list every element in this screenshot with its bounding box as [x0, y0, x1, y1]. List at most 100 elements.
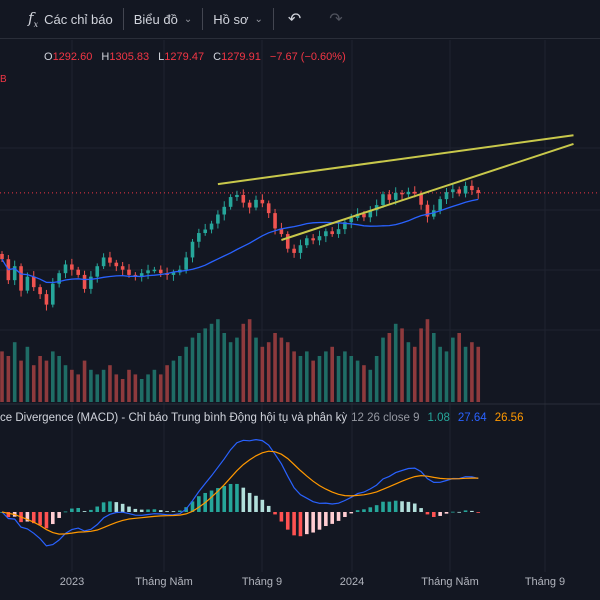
candle-body	[292, 248, 296, 253]
chevron-down-icon: ⌄	[183, 13, 193, 25]
volume-bar	[165, 365, 169, 402]
volume-bar	[95, 374, 100, 402]
toolbar-divider	[202, 8, 204, 30]
volume-bar	[82, 360, 87, 402]
macd-signal-line	[1, 450, 479, 535]
macd-line-value: 27.64	[457, 412, 487, 424]
chart-menu-button[interactable]: Biểu đồ ⌄	[124, 0, 202, 38]
macd-histogram-bar	[190, 501, 195, 512]
macd-histogram-bar	[70, 508, 74, 512]
volume-bar	[12, 342, 17, 402]
macd-histogram-bar	[241, 487, 246, 512]
function-icon: fx	[28, 9, 39, 29]
candle-body	[349, 218, 354, 223]
macd-histogram-bar	[381, 501, 385, 512]
macd-histogram-bar	[139, 509, 144, 512]
volume-bar	[317, 356, 322, 402]
candle-body	[387, 194, 392, 200]
volume-bar	[336, 356, 341, 402]
candle-body	[451, 189, 455, 193]
candle-body	[247, 202, 252, 208]
macd-histogram-bar	[146, 509, 150, 512]
macd-histogram-bar	[222, 486, 227, 512]
candle-body	[241, 194, 246, 203]
candle-body	[368, 210, 373, 218]
candle-body	[101, 257, 106, 267]
macd-histogram-bar	[470, 510, 474, 512]
candle-body	[184, 257, 188, 270]
macd-signal-value: 26.56	[494, 412, 524, 424]
volume-bar	[285, 342, 290, 402]
undo-icon[interactable]: ↶	[287, 11, 302, 28]
x-axis-label: Tháng Năm	[421, 576, 479, 588]
volume-bar	[324, 351, 328, 402]
volume-bar	[330, 346, 334, 402]
macd-histogram-bar	[127, 506, 131, 512]
volume-bar	[273, 333, 277, 402]
close-value: 1279.91	[221, 51, 261, 63]
candle-body	[381, 194, 385, 206]
macd-histogram-bar	[6, 512, 11, 518]
macd-histogram-bar	[412, 503, 417, 512]
macd-histogram-bar	[457, 511, 461, 513]
ohlc-legend: O1292.60 H1305.83 L1279.47 C1279.91 −7.6…	[44, 51, 346, 63]
macd-histogram-bar	[89, 509, 93, 512]
x-axis-label: Tháng 9	[524, 576, 566, 588]
volume-bar	[19, 360, 23, 402]
macd-histogram-bar	[133, 508, 138, 512]
macd-histogram-bar	[25, 512, 30, 522]
macd-histogram-bar	[362, 509, 366, 512]
macd-histogram-bar	[44, 512, 49, 529]
volume-bar	[0, 351, 4, 402]
volume-bar	[241, 323, 246, 402]
candle-body	[311, 238, 315, 241]
volume-bar	[38, 356, 42, 402]
macd-histogram-bar	[374, 505, 379, 512]
volume-bar	[343, 351, 347, 402]
macd-histogram-bar	[171, 511, 176, 513]
candle-body	[400, 192, 404, 195]
macd-legend[interactable]: ce Divergence (MACD) - Chỉ báo Trung bìn…	[0, 412, 523, 424]
change-value: −7.67 (−0.60%)	[269, 51, 346, 63]
volume-bar	[108, 365, 112, 402]
macd-histogram-bar	[63, 511, 68, 513]
indicators-button[interactable]: fx Các chỉ báo	[0, 0, 123, 38]
macd-histogram-bar	[158, 510, 163, 512]
candle-body	[260, 199, 265, 204]
macd-histogram-bar	[247, 492, 252, 512]
macd-histogram-bar	[393, 500, 398, 512]
toolbar-divider	[272, 8, 274, 30]
macd-histogram-bar	[51, 512, 55, 525]
candle-body	[51, 283, 55, 305]
volume-bar	[228, 342, 233, 402]
volume-bar	[247, 319, 252, 402]
macd-histogram-bar	[330, 512, 334, 524]
volume-bar	[311, 360, 315, 402]
candle-body	[324, 231, 328, 237]
candle-body	[438, 199, 442, 211]
volume-bar	[432, 333, 436, 402]
volume-bar	[292, 351, 296, 402]
volume-bar	[387, 333, 392, 402]
volume-bar	[178, 356, 182, 402]
macd-histogram-bar	[178, 510, 182, 512]
macd-histogram-bar	[292, 512, 296, 536]
volume-bar	[457, 333, 461, 402]
candle-body	[63, 264, 68, 274]
macd-histogram-bar	[95, 506, 100, 512]
macd-histogram-bar	[349, 512, 354, 514]
candle-body	[412, 191, 417, 194]
redo-icon[interactable]: ↷	[329, 11, 343, 28]
candle-body	[279, 228, 284, 235]
volume-bar	[419, 328, 423, 402]
candle-body	[222, 206, 227, 215]
macd-histogram-bar	[254, 495, 258, 512]
candle-body	[44, 294, 49, 305]
macd-histogram-bar	[209, 490, 214, 512]
profile-menu-button[interactable]: Hồ sơ ⌄	[203, 0, 273, 38]
macd-histogram-bar	[298, 512, 303, 537]
macd-histogram-bar	[101, 502, 106, 512]
macd-histogram-bar	[432, 512, 436, 518]
macd-histogram-bar	[216, 488, 220, 512]
